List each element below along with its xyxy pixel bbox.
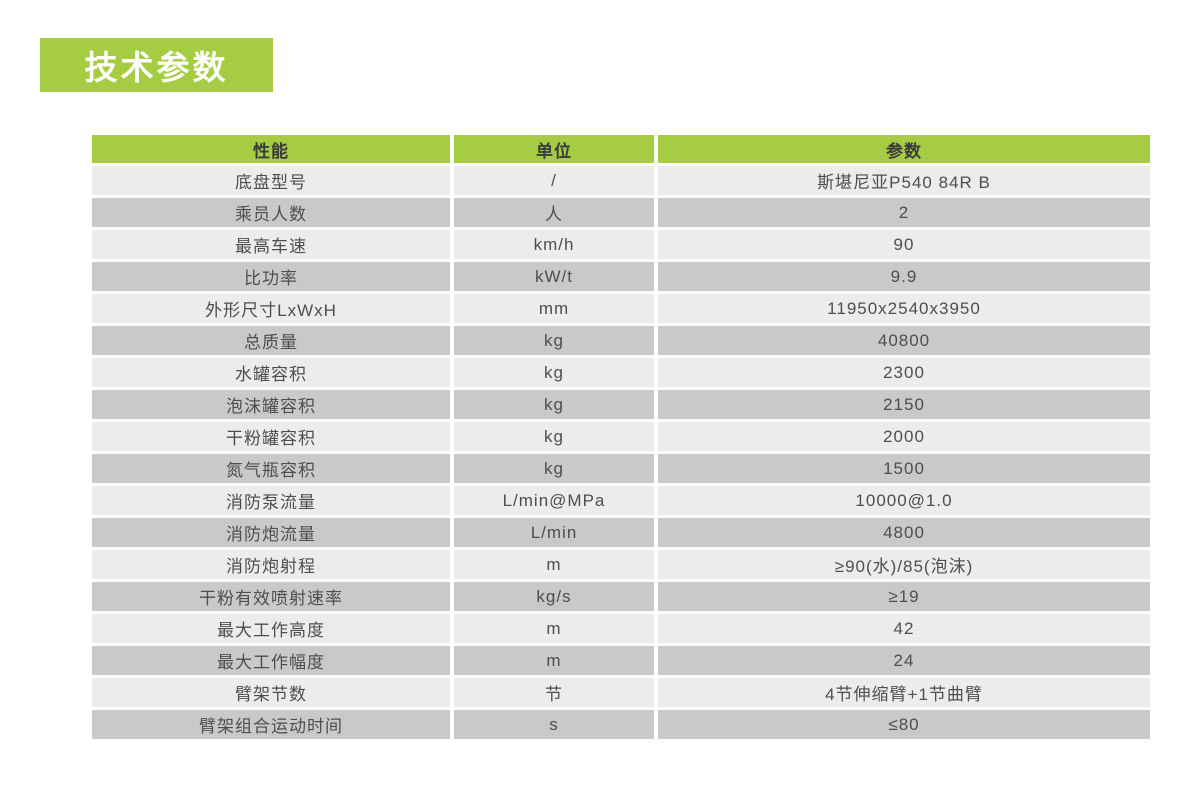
table-row: 总质量 kg 40800 [92,326,1150,355]
performance-cell: 泡沫罐容积 [92,390,450,419]
performance-cell: 水罐容积 [92,358,450,387]
unit-cell: / [454,166,654,195]
unit-cell: mm [454,294,654,323]
performance-cell: 消防炮射程 [92,550,450,579]
parameter-cell: 2 [658,198,1150,227]
table-row: 最大工作高度 m 42 [92,614,1150,643]
table-row: 外形尺寸LxWxH mm 11950x2540x3950 [92,294,1150,323]
performance-cell: 氮气瓶容积 [92,454,450,483]
unit-cell: L/min@MPa [454,486,654,515]
performance-cell: 臂架组合运动时间 [92,710,450,739]
table-row: 消防炮流量 L/min 4800 [92,518,1150,547]
unit-cell: kg [454,358,654,387]
table-row: 干粉罐容积 kg 2000 [92,422,1150,451]
parameter-cell: ≤80 [658,710,1150,739]
performance-cell: 干粉罐容积 [92,422,450,451]
performance-cell: 乘员人数 [92,198,450,227]
section-title: 技术参数 [84,49,229,86]
performance-cell: 总质量 [92,326,450,355]
performance-cell: 消防泵流量 [92,486,450,515]
table-row: 底盘型号 / 斯堪尼亚P540 84R B [92,166,1150,195]
parameter-cell: 1500 [658,454,1150,483]
parameter-cell: 9.9 [658,262,1150,291]
table-row: 比功率 kW/t 9.9 [92,262,1150,291]
performance-cell: 干粉有效喷射速率 [92,582,450,611]
performance-cell: 最大工作幅度 [92,646,450,675]
table-row: 消防泵流量 L/min@MPa 10000@1.0 [92,486,1150,515]
column-header-parameter: 参数 [658,135,1150,163]
unit-cell: kg [454,454,654,483]
parameter-cell: ≥19 [658,582,1150,611]
table-header-row: 性能 单位 参数 [92,135,1150,163]
unit-cell: L/min [454,518,654,547]
table-row: 臂架组合运动时间 s ≤80 [92,710,1150,739]
unit-cell: km/h [454,230,654,259]
parameter-cell: 2300 [658,358,1150,387]
parameter-cell: 4800 [658,518,1150,547]
spec-table: 性能 单位 参数 底盘型号 / 斯堪尼亚P540 84R B 乘员人数人 2 最高车速 km… [88,132,1154,742]
table-body: 底盘型号 / 斯堪尼亚P540 84R B 乘员人数人 2 最高车速 km/h 90 比功率 kW… [92,166,1150,739]
performance-cell: 比功率 [92,262,450,291]
table-row: 乘员人数人 2 [92,198,1150,227]
performance-cell: 底盘型号 [92,166,450,195]
parameter-cell: 2000 [658,422,1150,451]
parameter-cell: 24 [658,646,1150,675]
performance-cell: 消防炮流量 [92,518,450,547]
table-row: 氮气瓶容积 kg 1500 [92,454,1150,483]
parameter-cell: 10000@1.0 [658,486,1150,515]
unit-cell: m [454,646,654,675]
performance-cell: 外形尺寸LxWxH [92,294,450,323]
unit-cell: kg [454,390,654,419]
unit-cell: kW/t [454,262,654,291]
table-row: 干粉有效喷射速率 kg/s ≥19 [92,582,1150,611]
column-header-unit: 单位 [454,135,654,163]
unit-cell: m [454,550,654,579]
unit-cell: kg [454,422,654,451]
unit-cell: 人 [454,198,654,227]
performance-cell: 臂架节数 [92,678,450,707]
parameter-cell: 斯堪尼亚P540 84R B [658,166,1150,195]
section-title-badge: 技术参数 [40,38,273,92]
parameter-cell: 2150 [658,390,1150,419]
unit-cell: kg/s [454,582,654,611]
performance-cell: 最大工作高度 [92,614,450,643]
parameter-cell: 42 [658,614,1150,643]
table-row: 最大工作幅度 m 24 [92,646,1150,675]
parameter-cell: 11950x2540x3950 [658,294,1150,323]
parameter-cell: 40800 [658,326,1150,355]
table-row: 水罐容积 kg 2300 [92,358,1150,387]
parameter-cell: 90 [658,230,1150,259]
unit-cell: kg [454,326,654,355]
parameter-cell: 4节伸缩臂+1节曲臂 [658,678,1150,707]
unit-cell: s [454,710,654,739]
table-row: 泡沫罐容积 kg 2150 [92,390,1150,419]
table-row: 臂架节数节 4节伸缩臂+1节曲臂 [92,678,1150,707]
table-row: 最高车速 km/h 90 [92,230,1150,259]
performance-cell: 最高车速 [92,230,450,259]
column-header-performance: 性能 [92,135,450,163]
unit-cell: m [454,614,654,643]
unit-cell: 节 [454,678,654,707]
table-row: 消防炮射程 m ≥90(水)/85(泡沫) [92,550,1150,579]
parameter-cell: ≥90(水)/85(泡沫) [658,550,1150,579]
